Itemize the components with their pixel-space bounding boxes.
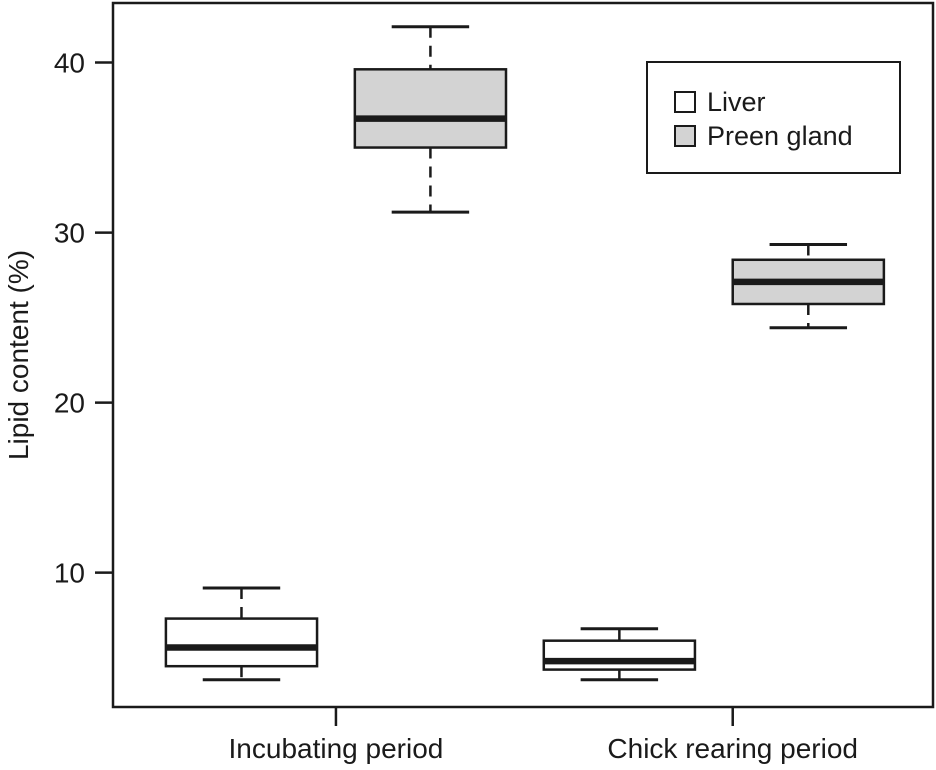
plot-border xyxy=(111,1,935,709)
boxplot-preen-gland-chick-rearing-period xyxy=(731,242,886,330)
legend: Liver Preen gland xyxy=(646,61,901,174)
legend-swatch-liver xyxy=(674,91,696,113)
y-axis-title: Lipid content (%) xyxy=(3,250,34,460)
x-tick-label: Incubating period xyxy=(229,733,444,764)
iqr-box xyxy=(542,639,697,671)
boxplot-liver-chick-rearing-period xyxy=(542,627,697,682)
y-tick-label: 10 xyxy=(54,558,85,589)
boxplot-liver-incubating-period xyxy=(164,586,319,682)
legend-box xyxy=(646,61,901,174)
legend-swatch-preen-gland xyxy=(674,125,696,147)
iqr-box xyxy=(353,68,508,149)
y-tick-label: 20 xyxy=(54,388,85,419)
iqr-box xyxy=(164,617,319,668)
y-tick-label: 40 xyxy=(54,48,85,79)
legend-label-liver: Liver xyxy=(707,87,766,117)
boxplot-preen-gland-incubating-period xyxy=(353,25,508,214)
y-tick-label: 30 xyxy=(54,218,85,249)
x-tick-label: Chick rearing period xyxy=(607,733,858,764)
legend-label-preen-gland: Preen gland xyxy=(707,121,853,151)
